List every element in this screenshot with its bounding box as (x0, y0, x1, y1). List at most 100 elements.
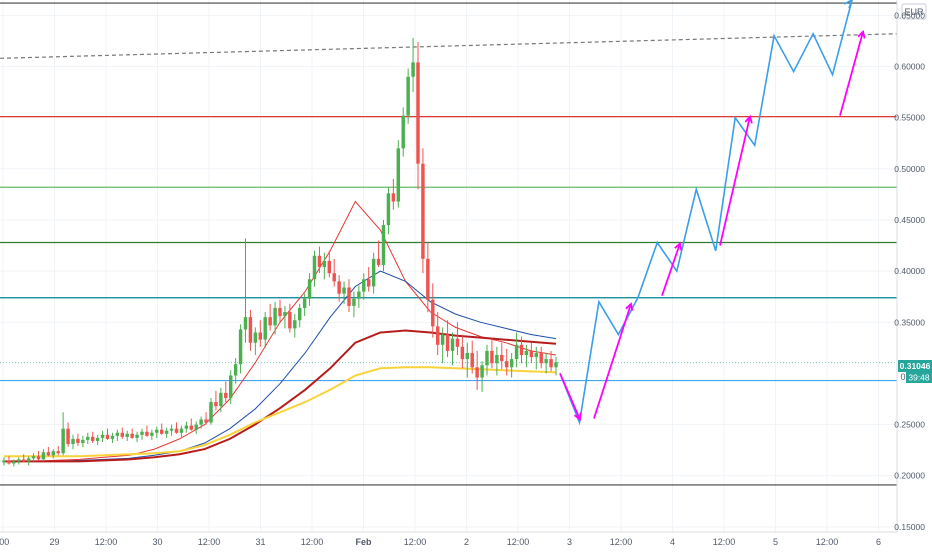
candle-body (130, 433, 134, 438)
magenta-arrowhead (674, 241, 683, 251)
projection-path[interactable] (559, 0, 853, 426)
moving-average-line (4, 329, 557, 463)
x-tick-label: :00 (0, 537, 9, 547)
candle-body (450, 338, 455, 351)
candle-body (495, 355, 499, 364)
moving-average-line (4, 366, 557, 458)
candle-body (199, 419, 203, 425)
candle-body (31, 456, 36, 459)
candle-body (411, 62, 415, 77)
x-tick-label: 12:00 (713, 537, 736, 547)
candle-body (352, 298, 356, 306)
candle-body (312, 255, 317, 280)
candle-body (204, 419, 208, 423)
y-tick-label: 0.35000 (894, 317, 925, 327)
countdown-text: 39:48 (908, 373, 930, 383)
y-tick-label: 0.55000 (894, 113, 925, 123)
grid-lines (0, 0, 897, 532)
candle-body (500, 355, 504, 362)
candle-body (322, 260, 327, 268)
dashed-trendline[interactable] (0, 33, 898, 59)
candle-body (41, 452, 46, 460)
y-tick-label: 0.60000 (894, 62, 925, 72)
candle-body (56, 451, 60, 454)
candle-body (475, 367, 479, 378)
candle-body (248, 317, 253, 343)
candle-body (7, 460, 11, 464)
candle-body (115, 432, 120, 436)
candle-body (485, 350, 489, 366)
candle-body (504, 361, 509, 368)
candle-body (302, 298, 307, 308)
x-tick-label: 12:00 (610, 537, 633, 547)
y-tick-label: 0.20000 (894, 471, 925, 481)
candle-body (164, 430, 169, 434)
candle-body (253, 332, 258, 343)
magenta-arrow[interactable] (719, 116, 751, 246)
y-tick-label: 0.65000 (894, 10, 925, 20)
candle-body (529, 350, 534, 358)
candle-body (26, 458, 31, 462)
candle-body (12, 461, 16, 464)
last-price-badge (898, 360, 932, 372)
candle-body (455, 338, 460, 347)
candle-body (381, 225, 386, 265)
candle-body (406, 76, 410, 116)
x-tick-label: 3 (567, 537, 572, 547)
currency-label: EUR (904, 7, 924, 17)
candle-body (283, 312, 287, 317)
moving-average-line (4, 200, 557, 462)
y-tick-label: 0.50000 (894, 164, 925, 174)
candle-body (155, 429, 159, 433)
time-axis[interactable]: :00 29 12:00 30 12:00 31 12:00 Feb 12:00 2 12:00 3 1… (0, 531, 897, 547)
candle-body (169, 428, 174, 431)
candle-body (509, 359, 514, 368)
magenta-arrow[interactable] (661, 243, 681, 296)
candle-body (219, 392, 223, 407)
candle-body (371, 258, 376, 287)
candle-body (307, 279, 312, 299)
x-tick-label: 12:00 (198, 537, 221, 547)
moving-averages (4, 200, 557, 463)
price-axis[interactable]: EUR 0.65000 0.60000 0.55000 0.50000 0.45000 0… (894, 0, 927, 532)
candle-body (490, 350, 494, 364)
candle-body (268, 317, 272, 326)
candle-body (46, 452, 51, 456)
magenta-arrow[interactable] (593, 303, 632, 419)
candle-body (135, 434, 139, 438)
candle-body (81, 439, 85, 443)
x-tick-label: 12:00 (507, 537, 530, 547)
candle-body (105, 434, 110, 439)
horizontal-levels (0, 2, 898, 486)
projection (559, 0, 866, 426)
candle-body (36, 456, 41, 460)
candle-body (554, 362, 558, 368)
candle-body (288, 312, 292, 329)
magenta-arrowhead (625, 302, 634, 311)
x-tick-label: 12:00 (301, 537, 324, 547)
y-tick-label: 0.40000 (894, 266, 925, 276)
candle-body (421, 163, 425, 259)
price-badges: 0.31046 0 39:48 (898, 360, 932, 383)
candle-body (263, 317, 267, 340)
candle-body (401, 115, 405, 149)
candle-body (460, 346, 465, 360)
candle-body (95, 437, 100, 441)
candle-body (86, 436, 90, 440)
candle-body (386, 193, 391, 226)
candle-body (549, 359, 553, 368)
candle-body (174, 428, 179, 433)
magenta-arrow[interactable] (839, 31, 864, 116)
candle-body (258, 332, 263, 340)
candle-body (214, 402, 218, 407)
candle-body (17, 459, 21, 462)
candle-body (90, 436, 95, 441)
candle-body (514, 344, 519, 360)
candle-body (189, 425, 194, 430)
candle-body (21, 459, 26, 462)
y-tick-label: 0.15000 (894, 522, 925, 532)
candle-body (534, 352, 539, 358)
magenta-arrowhead (857, 29, 866, 39)
magenta-arrow[interactable] (559, 373, 581, 420)
candle-body (431, 299, 435, 327)
